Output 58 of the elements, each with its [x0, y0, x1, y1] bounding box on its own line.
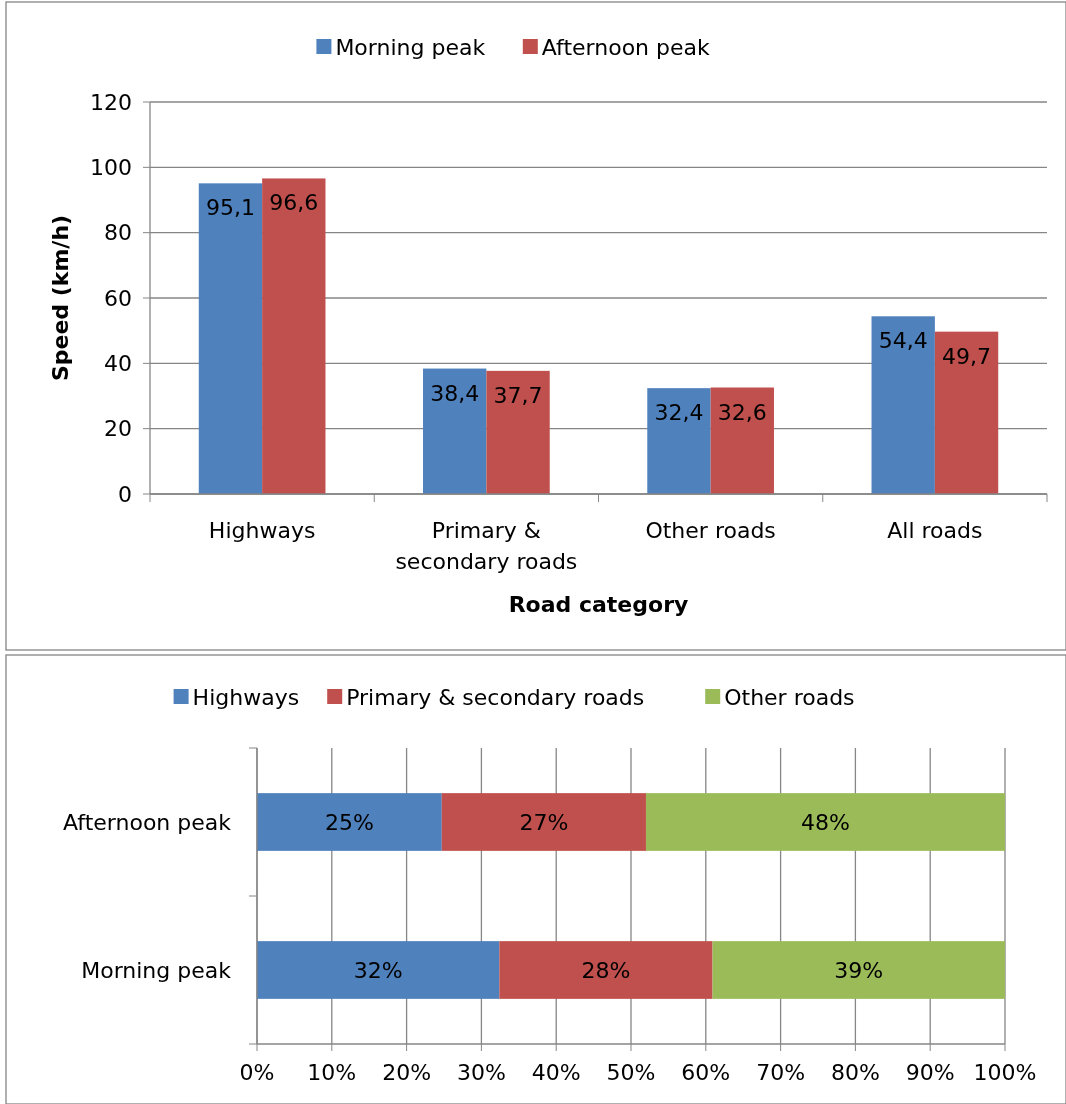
bar	[499, 941, 713, 999]
data-label: 32%	[353, 957, 403, 983]
data-label: 32,6	[717, 399, 767, 425]
bar	[257, 793, 442, 851]
x-tick-label: 90%	[905, 1060, 955, 1085]
data-label: 48%	[801, 809, 850, 835]
x-tick-label: 100%	[973, 1060, 1037, 1085]
data-label: 38,4	[430, 380, 480, 406]
x-axis-title: Road category	[508, 592, 689, 617]
bar	[647, 388, 711, 494]
bar	[262, 178, 326, 494]
y-tick-label: 0	[118, 481, 132, 507]
y-tick-label: Morning peak	[81, 957, 232, 983]
y-tick-label: 100	[90, 155, 132, 181]
x-tick-label: 10%	[307, 1060, 357, 1085]
data-label: 32,4	[654, 400, 704, 426]
y-tick-label: 40	[104, 351, 132, 377]
x-tick-label: Other roads	[645, 518, 776, 543]
data-label: 25%	[324, 809, 374, 835]
bar	[486, 370, 550, 494]
x-tick-label: 50%	[606, 1060, 656, 1085]
bar	[710, 387, 774, 494]
x-tick-label: Highways	[208, 518, 316, 543]
x-tick-label: All roads	[887, 518, 983, 543]
data-label: 49,7	[942, 343, 992, 369]
x-tick-label: 0%	[239, 1060, 275, 1085]
x-tick-label: 20%	[382, 1060, 432, 1085]
legend-label: Afternoon peak	[541, 34, 711, 60]
bar	[871, 316, 935, 494]
data-label: 39%	[834, 957, 884, 983]
bar	[257, 941, 500, 999]
x-tick-label: 40%	[531, 1060, 581, 1085]
data-label: 28%	[581, 957, 631, 983]
x-tick-label: Primary & secondary roads	[395, 518, 578, 574]
data-label: 27%	[519, 809, 569, 835]
legend-label: Primary & secondary roads	[346, 684, 645, 710]
legend-label: Other roads	[724, 684, 855, 710]
y-tick-label: 20	[104, 416, 132, 442]
legend-label: Morning peak	[335, 34, 486, 60]
data-label: 54,4	[878, 328, 928, 354]
bar	[712, 941, 1005, 999]
data-label: 96,6	[269, 190, 319, 216]
bar	[645, 793, 1005, 851]
data-label: 95,1	[205, 195, 255, 221]
y-tick-label: 80	[104, 220, 132, 246]
x-tick-label: 60%	[681, 1060, 731, 1085]
x-tick-label: 80%	[830, 1060, 880, 1085]
legend-label: Highways	[192, 684, 300, 710]
bar	[934, 331, 999, 494]
bar	[423, 368, 487, 494]
y-tick-label: 60	[104, 285, 132, 311]
x-tick-label: 30%	[456, 1060, 506, 1085]
bar	[441, 793, 646, 851]
bar	[198, 183, 263, 494]
data-label: 37,7	[493, 382, 543, 408]
y-tick-label: 120	[90, 89, 132, 115]
y-axis-title: Speed (km/h)	[48, 214, 73, 382]
x-tick-label: 70%	[756, 1060, 806, 1085]
